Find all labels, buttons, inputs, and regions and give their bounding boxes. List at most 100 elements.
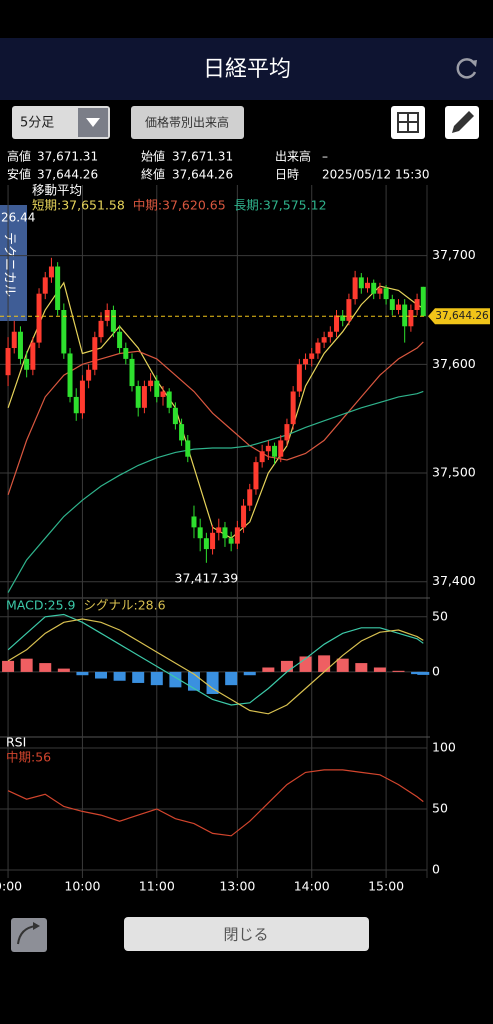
x-tick-label: 14:00 [294, 879, 330, 894]
candle-body [117, 331, 123, 349]
low-annotation: 37,417.39 [175, 570, 239, 585]
candle-body [414, 299, 420, 310]
volume-profile-button[interactable] [131, 106, 244, 139]
x-tick-label: 13:00 [219, 879, 255, 894]
header-bar [0, 38, 493, 100]
interval-dropdown[interactable] [12, 106, 110, 139]
candle-body [42, 277, 48, 294]
candle-body [17, 331, 23, 359]
candle-body [160, 391, 166, 397]
info-label: 安値 [7, 167, 31, 182]
candle-body [296, 364, 302, 392]
legend-entry: シグナル:28.6 [84, 598, 166, 613]
y-tick-label: 50 [432, 800, 448, 815]
histogram-bar [95, 671, 108, 679]
x-tick-label: 10:00 [64, 879, 100, 894]
histogram-bar [411, 671, 424, 675]
candle-body [141, 386, 147, 408]
volume-profile-label: 価格帯別出来高 [145, 115, 229, 130]
legend-entry: MACD:25.9 [6, 598, 76, 613]
candle-body [110, 309, 116, 332]
candle-body [327, 331, 333, 338]
candle-body [185, 440, 191, 457]
candle-body [197, 527, 203, 539]
histogram-bar [76, 671, 89, 676]
candle-body [172, 407, 178, 425]
candle-body [222, 527, 228, 539]
candle-body [79, 380, 85, 414]
rotate-icon[interactable] [11, 918, 47, 952]
draw-icon[interactable] [445, 106, 479, 139]
info-value: 37,644.26 [172, 168, 233, 182]
histogram-bar [373, 667, 386, 672]
candle-body [48, 266, 54, 278]
histogram-bar [206, 671, 219, 694]
info-value: 37,671.31 [172, 150, 233, 164]
candle-body [259, 451, 265, 463]
panel [0, 737, 427, 878]
candle-body [67, 353, 73, 397]
side-tab[interactable] [0, 205, 27, 321]
info-label: 始値 [141, 149, 165, 164]
info-value: – [322, 150, 328, 164]
histogram-bar [225, 671, 238, 686]
candle-body [24, 358, 30, 370]
side-tab-value: 26.44 [1, 211, 35, 225]
candle-body [166, 391, 172, 408]
candle-body [191, 516, 197, 528]
legend-entry: 長期:37,575.12 [234, 198, 327, 213]
histogram-bar [150, 671, 163, 686]
candle-body [346, 299, 352, 321]
close-button[interactable] [124, 917, 369, 951]
candle-body [420, 286, 426, 317]
interval-label: 5分足 [20, 116, 54, 131]
y-tick-label: 37,500 [432, 465, 476, 480]
candle-body [253, 462, 259, 490]
layout-icon[interactable] [391, 106, 425, 139]
info-value: 37,644.26 [37, 168, 98, 182]
info-value: 2025/05/12 15:30 [322, 168, 430, 182]
candle-body [135, 386, 141, 408]
candle-body [104, 309, 110, 321]
y-tick-label: 37,600 [432, 356, 476, 371]
histogram-bar [243, 671, 256, 676]
y-tick-label: 0 [432, 663, 440, 678]
candle-body [216, 527, 222, 533]
x-tick-label: 15:00 [368, 879, 404, 894]
close-label: 閉じる [223, 926, 268, 944]
info-label: 終値 [141, 167, 165, 182]
panel-title: RSI [6, 735, 26, 750]
info-label: 高値 [7, 149, 31, 164]
histogram-bar [20, 658, 33, 672]
indicator-line [7, 613, 424, 706]
candle-body [284, 424, 290, 441]
histogram-bar [355, 663, 368, 672]
candle-body [334, 315, 340, 332]
candle-body [92, 337, 98, 370]
indicator-line [7, 769, 424, 837]
candle-body [148, 380, 154, 387]
candle-body [395, 304, 401, 310]
header-title: 日経平均 [203, 57, 291, 82]
candle-body [371, 282, 377, 294]
refresh-icon[interactable] [456, 58, 477, 79]
candle-body [247, 489, 253, 506]
histogram-bar [336, 658, 349, 672]
legend-entry: 中期:37,620.65 [133, 198, 226, 213]
legend-entry: 中期:56 [6, 750, 51, 765]
candle-body [389, 299, 395, 310]
histogram-bar [392, 670, 405, 672]
candle-body [154, 380, 160, 397]
last-price-tag [428, 308, 490, 325]
legend-entry: 短期:37,651.58 [32, 198, 125, 213]
panel-title: 移動平均 [32, 183, 82, 198]
histogram-bar [417, 671, 430, 675]
candle-body [203, 538, 209, 550]
side-tab-label: テクニカル [2, 232, 17, 297]
candle-body [86, 369, 92, 381]
candle-body [358, 277, 364, 289]
y-tick-label: 0 [432, 861, 440, 876]
histogram-bar [39, 663, 52, 672]
